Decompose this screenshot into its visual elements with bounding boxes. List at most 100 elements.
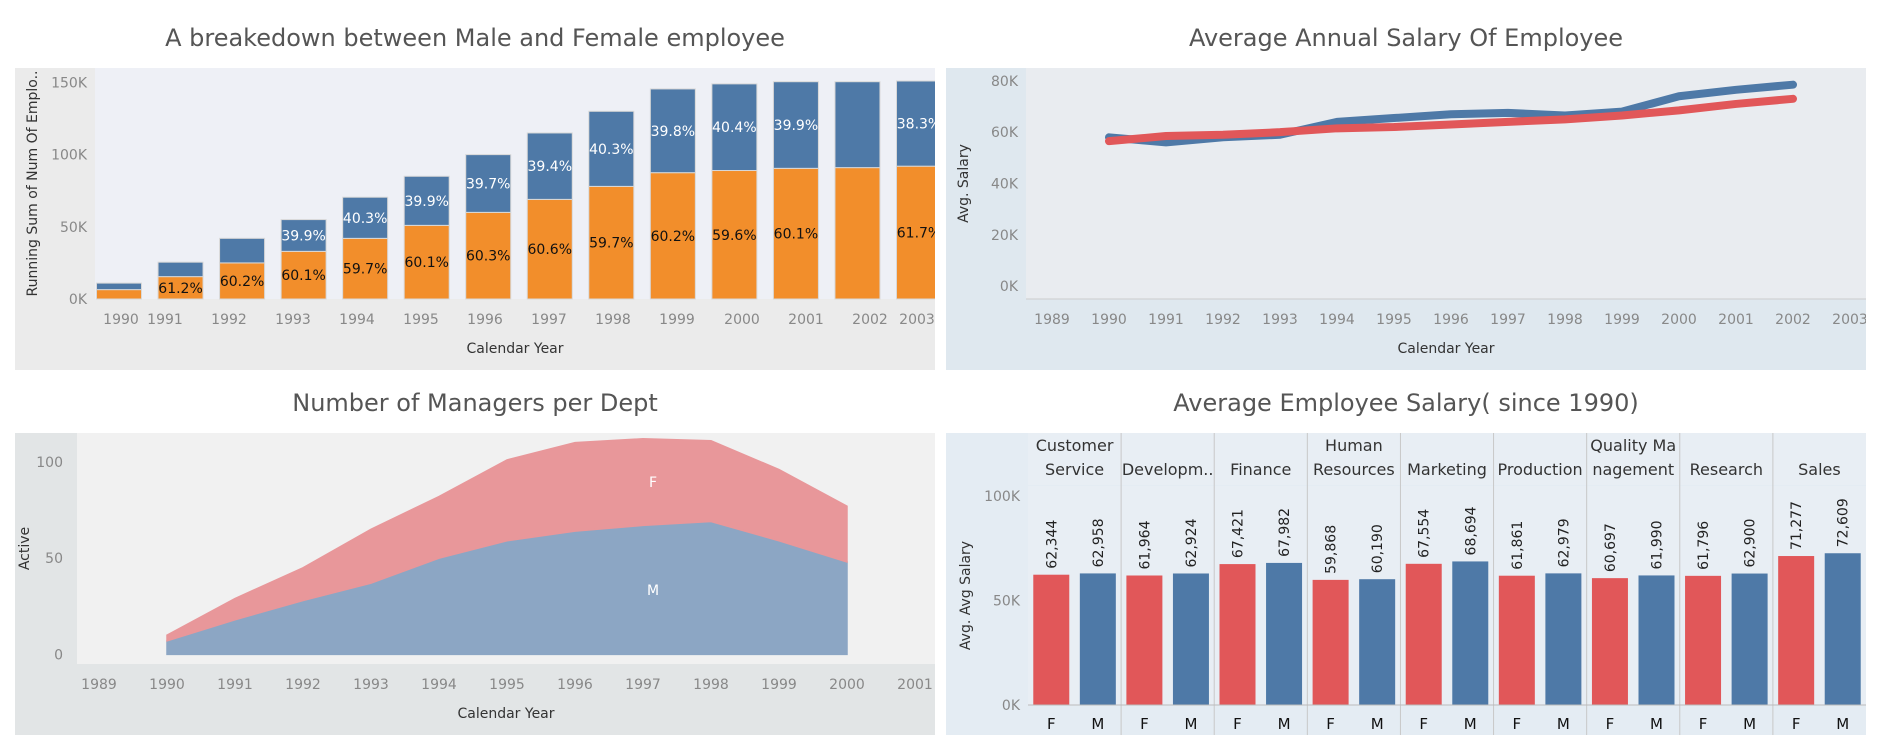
x-tick-label: 1996	[467, 312, 503, 328]
data-label: 59.7%	[343, 262, 387, 278]
x-tick-label: 1991	[1148, 312, 1184, 328]
x-tick-label: 1993	[353, 677, 389, 693]
series-line	[1105, 94, 1797, 146]
category-label: M	[1650, 715, 1663, 733]
x-tick-label: 1999	[1604, 312, 1640, 328]
category-label: F	[1699, 715, 1708, 733]
data-label: 62,979	[1556, 518, 1572, 567]
bar-segment	[526, 198, 573, 300]
category-label: M	[1278, 715, 1291, 733]
x-axis-label: Calendar Year	[1397, 341, 1494, 357]
y-tick-label: 50K	[993, 594, 1021, 610]
bar	[1312, 579, 1349, 705]
salary-trend-panel: Average Annual Salary Of Employee 0K 20K 4…	[946, 18, 1866, 370]
x-tick-label: 1989	[81, 677, 117, 693]
y-tick-label: 0	[54, 647, 63, 663]
x-tick-label: 1992	[211, 312, 247, 328]
bar-segment	[342, 196, 389, 239]
y-tick-label: 50	[45, 551, 63, 567]
data-label: 61.7%	[897, 226, 935, 242]
category-label: F	[1233, 715, 1242, 733]
header-area	[1028, 433, 1866, 485]
data-label: 60.2%	[651, 229, 695, 245]
x-axis-label: Calendar Year	[457, 706, 554, 722]
x-tick-label: 2000	[1661, 312, 1697, 328]
bar	[1545, 573, 1582, 705]
managers-panel: Number of Managers per Dept 0 50 100 1989 19…	[15, 383, 935, 735]
x-tick-label: 2002	[852, 312, 888, 328]
y-axis-label: Active	[17, 527, 33, 570]
salary-trend-chart: 0K 20K 40K 60K 80K 1989 1990 1991 1992 1993 1994 19…	[946, 68, 1866, 370]
dept-salary-panel: Average Employee Salary( since 1990) 0K 5…	[946, 383, 1866, 735]
bar	[1172, 573, 1209, 705]
data-label: 60,697	[1603, 523, 1619, 572]
department-label: Production	[1498, 460, 1583, 479]
y-tick-label: 100K	[984, 489, 1021, 505]
data-label: 59.7%	[589, 236, 633, 252]
dept-salary-chart: 0K 50K 100K Avg. Avg Salary Customer Service 6…	[946, 433, 1866, 735]
department-label: Service	[1045, 460, 1104, 479]
bar-segment	[588, 110, 635, 187]
bar-segment	[465, 211, 512, 300]
category-label: M	[1464, 715, 1477, 733]
department-label: Developm..	[1122, 460, 1214, 479]
data-label: 62,958	[1091, 518, 1107, 567]
bar	[1266, 562, 1303, 705]
data-label: 62,900	[1743, 519, 1759, 568]
x-tick-label: 1990	[149, 677, 185, 693]
data-label: 39.9%	[404, 194, 448, 210]
data-label: 68,694	[1463, 506, 1479, 555]
area-label: M	[647, 583, 659, 599]
area-band	[166, 438, 848, 642]
bar	[1591, 578, 1628, 705]
department-label: Human	[1325, 436, 1383, 455]
category-label: F	[1047, 715, 1056, 733]
bar	[1219, 564, 1256, 705]
x-tick-label: 1997	[1490, 312, 1526, 328]
x-tick-label: 2003	[899, 312, 935, 328]
x-tick-label: 1989	[1034, 312, 1070, 328]
data-label: 59,868	[1324, 525, 1340, 574]
data-label: 39.8%	[651, 124, 695, 140]
category-label: F	[1140, 715, 1149, 733]
x-tick-label: 1998	[1547, 312, 1583, 328]
category-label: M	[1836, 715, 1849, 733]
bar-segment	[526, 132, 573, 200]
bar-segment	[834, 81, 881, 169]
y-tick-label: 150K	[51, 75, 88, 91]
bar-segment	[834, 167, 881, 300]
x-tick-label: 1994	[339, 312, 375, 328]
x-tick-label: 1991	[217, 677, 253, 693]
x-tick-label: 1999	[659, 312, 695, 328]
bar-segment	[403, 224, 450, 300]
bar	[1685, 575, 1722, 705]
bar	[1079, 573, 1116, 705]
data-label: 40.3%	[589, 142, 633, 158]
department-label: Customer	[1036, 436, 1114, 455]
x-tick-label: 2000	[829, 677, 865, 693]
y-tick-label: 100K	[51, 148, 88, 164]
bar-segment	[711, 170, 758, 300]
x-tick-label: 2001	[1718, 312, 1754, 328]
managers-chart: 0 50 100 1989 1990 1991 1992 1993 1994 1995 1996 19…	[15, 433, 935, 735]
y-axis-label: Avg. Avg Salary	[958, 541, 974, 650]
bar	[1405, 563, 1442, 705]
bar-segment	[342, 237, 389, 300]
data-label: 59.6%	[712, 228, 756, 244]
bar	[1824, 553, 1861, 705]
y-tick-label: 40K	[991, 177, 1019, 193]
data-label: 39.7%	[466, 177, 510, 193]
plot-area	[1028, 486, 1866, 705]
bar-segment	[157, 261, 204, 278]
x-tick-label: 1990	[1091, 312, 1127, 328]
x-tick-label: 2001	[897, 677, 933, 693]
bar-segment	[219, 237, 266, 264]
x-tick-label: 2000	[724, 312, 760, 328]
x-tick-label: 1995	[1376, 312, 1412, 328]
x-tick-label: 1998	[693, 677, 729, 693]
category-label: M	[1371, 715, 1384, 733]
data-label: 60.1%	[774, 227, 818, 243]
x-tick-label: 1995	[489, 677, 525, 693]
data-label: 60.6%	[528, 242, 572, 258]
x-tick-label: 1992	[1205, 312, 1241, 328]
